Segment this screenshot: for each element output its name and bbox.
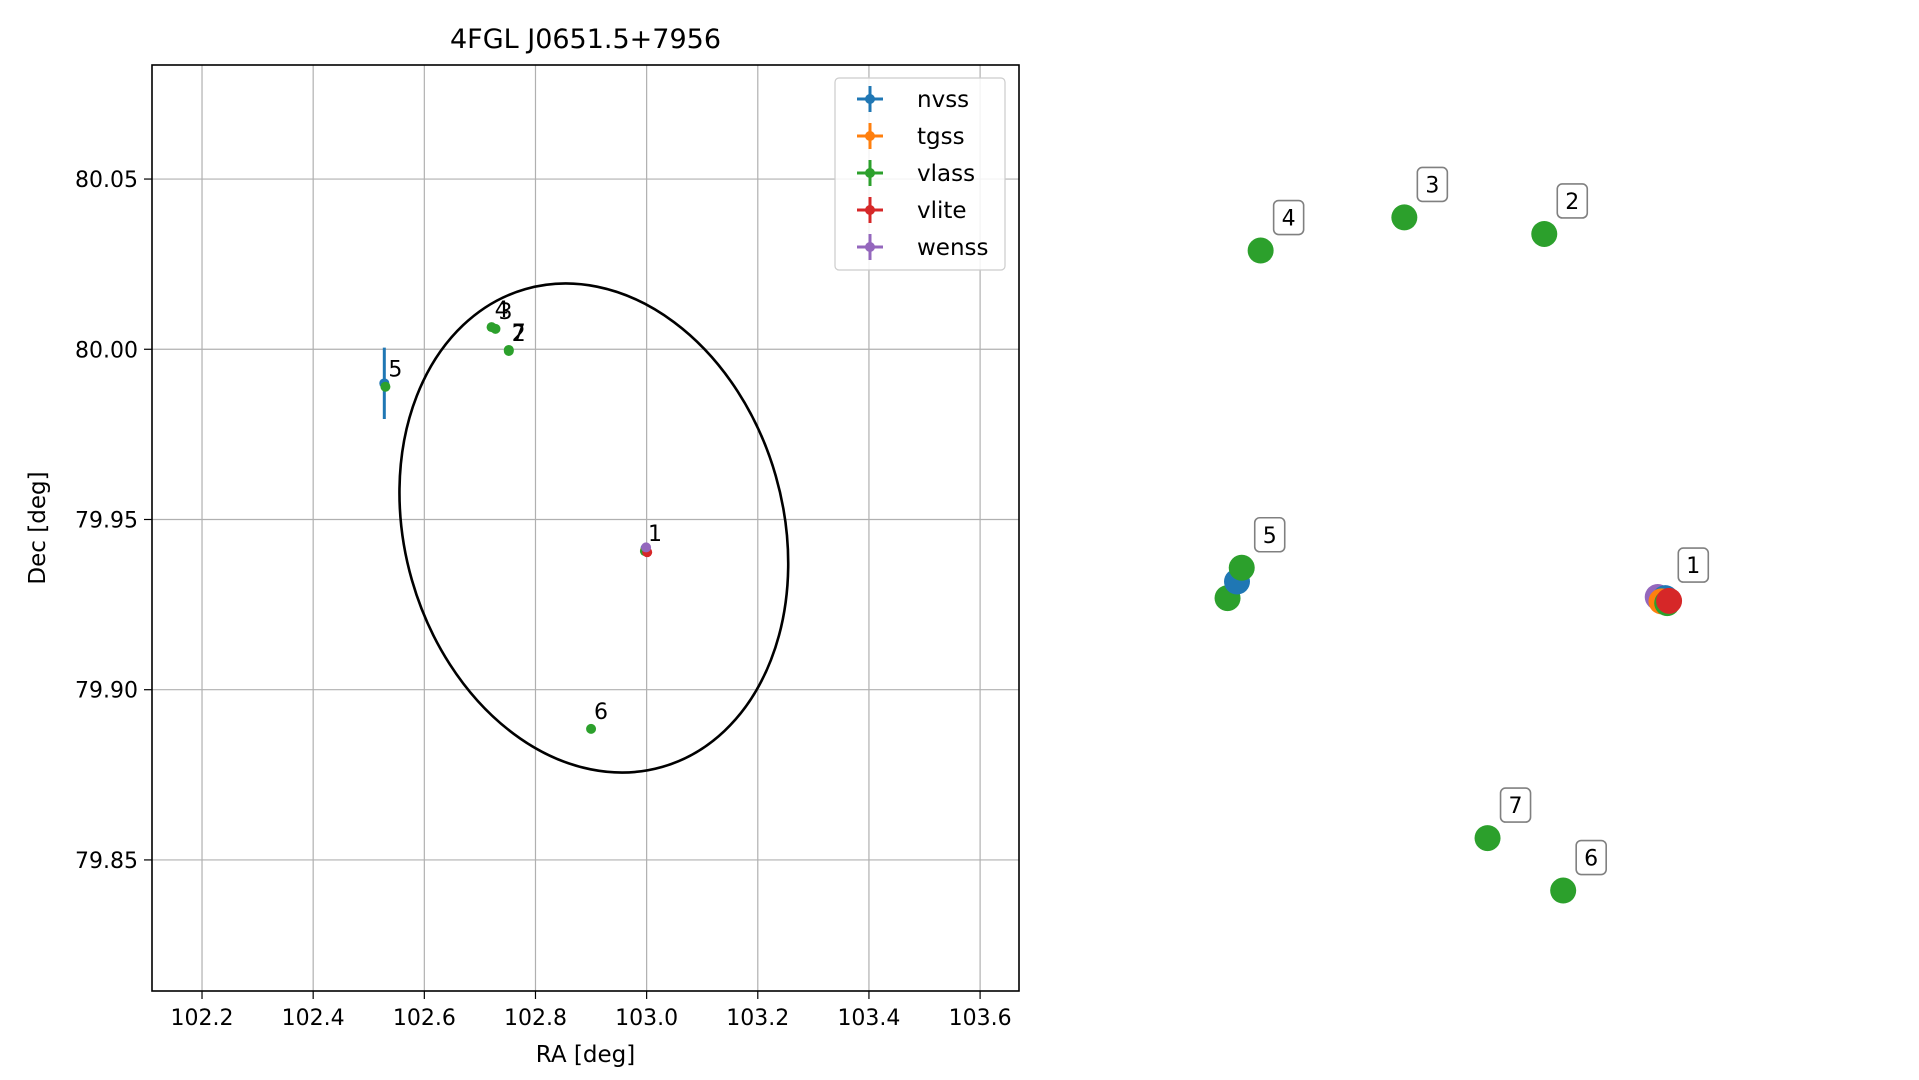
- zoom-label-box: [1253, 516, 1286, 553]
- x-tick-label: 103.2: [726, 1006, 789, 1031]
- zoom-point: [1656, 587, 1683, 614]
- y-tick-label: 80.00: [75, 338, 138, 363]
- legend: nvss tgss vlass vlite wenss: [834, 77, 1006, 271]
- zoom-label-box: [1272, 199, 1305, 236]
- point-label: 2: [512, 322, 526, 347]
- point-label: 4: [495, 298, 509, 323]
- zoom-point: [1531, 220, 1558, 247]
- x-tick-label: 102.4: [282, 1006, 345, 1031]
- y-axis-label: Dec [deg]: [25, 471, 51, 584]
- zoom-point-label: 5: [1263, 524, 1277, 549]
- zoom-panel: 1 6 7 5 4 3 2: [1214, 166, 1710, 904]
- legend-marker-dot: [865, 131, 875, 141]
- legend-marker-dot: [865, 94, 875, 104]
- x-tick-label: 102.8: [504, 1006, 567, 1031]
- legend-label: nvss: [917, 87, 969, 113]
- zoom-label-box: [1499, 787, 1532, 823]
- legend-label: vlite: [917, 198, 967, 224]
- y-tick-label: 79.90: [75, 679, 138, 704]
- y-tick-label: 80.05: [75, 168, 138, 193]
- ellipse-layer: [398, 282, 790, 774]
- legend-marker-dot: [865, 242, 875, 252]
- point-label: 3: [498, 300, 512, 325]
- point-label: 5: [388, 358, 402, 383]
- x-tick-label: 103.4: [837, 1006, 900, 1031]
- data-points: 1 234 5 6 7: [379, 298, 662, 734]
- zoom-point-label: 3: [1425, 173, 1439, 198]
- x-tick-label: 102.2: [171, 1006, 234, 1031]
- point-label: 1: [648, 522, 662, 547]
- axis-ticks: 102.2 102.4 102.6 102.8 103.0 103.2 103.4 103.6…: [75, 168, 1012, 1031]
- x-tick-label: 103.0: [615, 1006, 678, 1031]
- x-tick-label: 102.6: [393, 1006, 456, 1031]
- chart-title: 4FGL J0651.5+7956: [450, 24, 721, 55]
- legend-label: tgss: [917, 124, 965, 150]
- zoom-point-label: 2: [1565, 190, 1579, 215]
- zoom-label-box: [1575, 839, 1607, 876]
- legend-label: wenss: [917, 235, 989, 261]
- legend-box: [834, 77, 1006, 271]
- zoom-label-box: [1677, 547, 1710, 583]
- zoom-label-box: [1416, 166, 1449, 203]
- point-label: 6: [594, 700, 608, 725]
- point-wenss: [641, 542, 652, 553]
- point-vlass: [486, 322, 497, 333]
- legend-marker-dot: [865, 168, 875, 178]
- x-axis-label: RA [deg]: [536, 1042, 635, 1068]
- legend-marker-dot: [865, 205, 875, 215]
- plot-frame: [151, 64, 1020, 992]
- point-vlass: [586, 723, 597, 734]
- legend-label: vlass: [917, 161, 975, 187]
- zoom-point: [1228, 554, 1255, 581]
- zoom-point: [1474, 825, 1501, 852]
- zoom-point-label: 1: [1686, 554, 1700, 579]
- zoom-label-box: [1556, 183, 1589, 219]
- y-tick-label: 79.95: [75, 508, 138, 533]
- zoom-point-label: 6: [1584, 847, 1598, 872]
- zoom-point: [1391, 204, 1418, 231]
- zoom-point-label: 7: [1509, 794, 1523, 819]
- point-label: 7: [512, 321, 526, 346]
- point-vlass: [380, 381, 391, 392]
- x-tick-label: 103.6: [949, 1006, 1012, 1031]
- error-ellipse: [398, 282, 790, 774]
- point-vlass: [503, 344, 514, 355]
- zoom-point: [1247, 237, 1274, 264]
- zoom-point-label: 4: [1282, 207, 1296, 232]
- zoom-point: [1550, 877, 1577, 904]
- y-tick-label: 79.85: [75, 849, 138, 874]
